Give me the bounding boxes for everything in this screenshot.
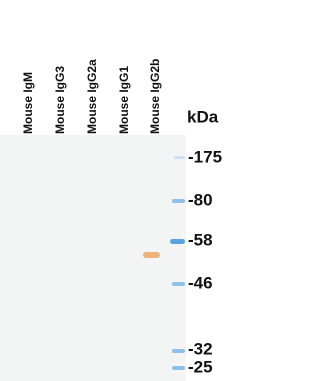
ladder-band bbox=[172, 366, 185, 370]
marker-label: -32 bbox=[188, 339, 213, 358]
marker-label: -175 bbox=[188, 147, 222, 166]
marker-labels: -175 -80 -58 -46 -32 -25 bbox=[188, 147, 222, 376]
ladder-band bbox=[174, 156, 185, 159]
marker-label: -58 bbox=[188, 230, 213, 249]
ladder-band bbox=[172, 349, 185, 353]
marker-label: -46 bbox=[188, 273, 213, 292]
sample-band bbox=[143, 252, 160, 258]
membrane bbox=[0, 135, 186, 381]
lane-label: Mouse IgG3 bbox=[53, 66, 67, 134]
lane-label: Mouse IgM bbox=[21, 72, 35, 134]
lane-label: Mouse IgG2b bbox=[148, 59, 162, 134]
ladder-band bbox=[172, 199, 185, 203]
marker-label: -80 bbox=[188, 190, 213, 209]
blot-figure: Mouse IgM Mouse IgG3 Mouse IgG2a Mouse I… bbox=[0, 0, 249, 381]
lane-labels: Mouse IgM Mouse IgG3 Mouse IgG2a Mouse I… bbox=[21, 59, 162, 134]
marker-label: -25 bbox=[188, 357, 213, 376]
unit-label: kDa bbox=[187, 107, 219, 126]
lane-label: Mouse IgG2a bbox=[85, 59, 99, 134]
ladder-band bbox=[170, 239, 185, 244]
lane-label: Mouse IgG1 bbox=[117, 66, 131, 134]
ladder-band bbox=[172, 282, 185, 286]
